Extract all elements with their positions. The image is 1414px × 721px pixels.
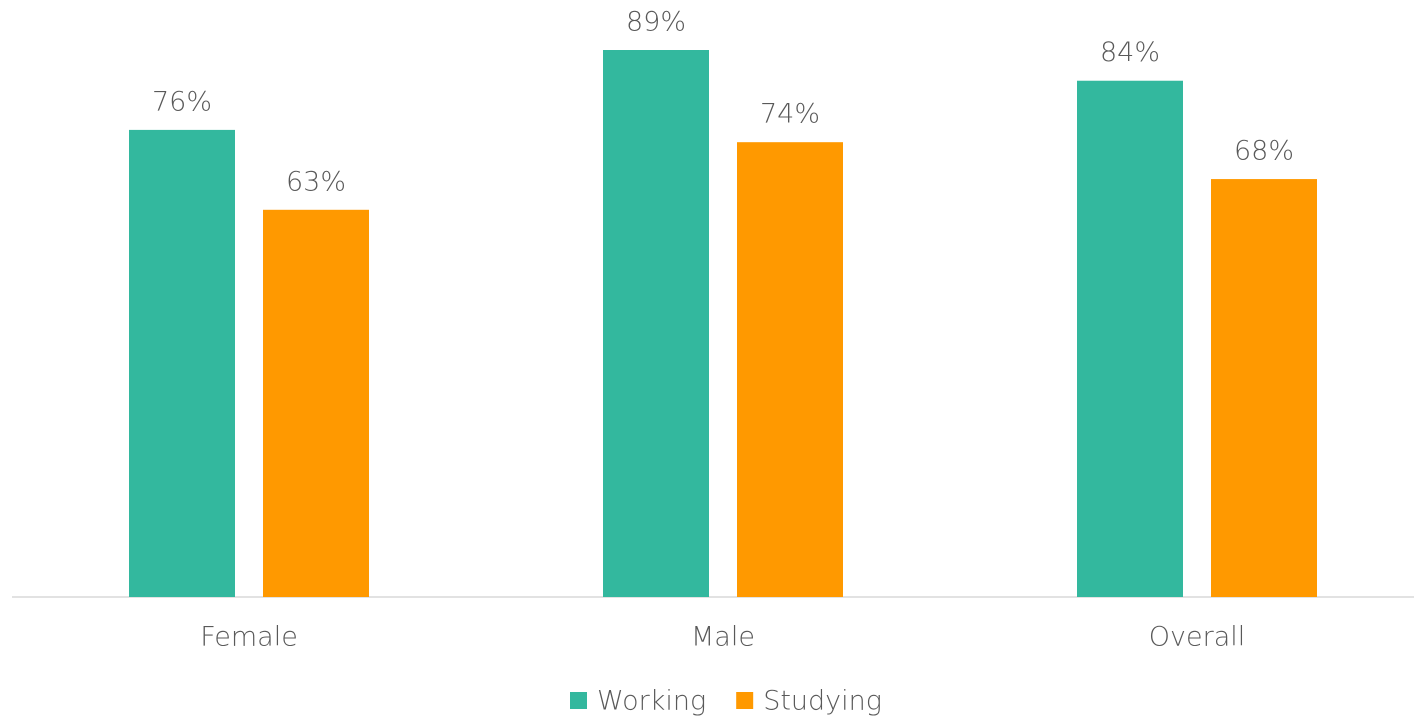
legend-label: Studying (763, 686, 882, 717)
bar (737, 142, 843, 597)
data-label: 74% (760, 99, 820, 130)
legend-swatch (736, 692, 754, 709)
bar (1077, 80, 1183, 597)
bar (603, 50, 709, 597)
data-label: 84% (1100, 37, 1160, 68)
bar (129, 129, 235, 598)
legend-swatch (570, 692, 587, 709)
data-label: 76% (152, 86, 212, 117)
x-tick-label: Male (691, 622, 755, 653)
data-label: 68% (1234, 136, 1294, 167)
bar (263, 209, 369, 597)
bar (1211, 179, 1317, 597)
data-label: 63% (286, 166, 346, 197)
legend-label: Working (597, 686, 706, 717)
x-tick-label: Female (200, 622, 298, 653)
x-tick-label: Overall (1149, 622, 1246, 653)
data-label: 89% (626, 7, 686, 38)
